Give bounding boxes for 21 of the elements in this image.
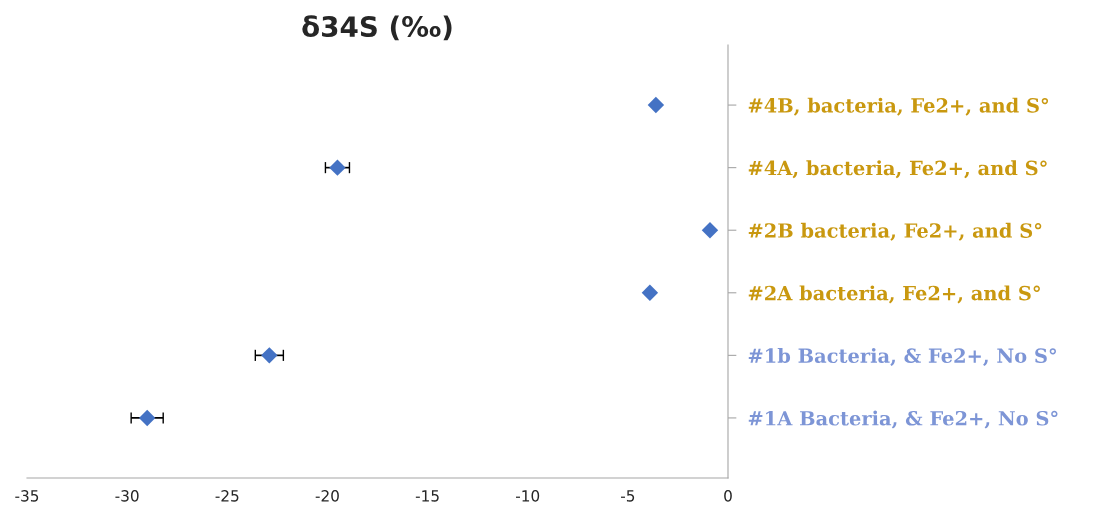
- x-tick-label: -20: [315, 490, 339, 502]
- point: [641, 284, 659, 301]
- point: [647, 96, 665, 114]
- x-tick-label: -25: [215, 490, 239, 502]
- y-tick-label: #2B bacteria, Fe2+, and S°: [748, 222, 1042, 241]
- x-tick-label: -35: [15, 490, 39, 502]
- y-tick-label: #4A, bacteria, Fe2+, and S°: [748, 160, 1047, 179]
- point: [138, 409, 156, 427]
- chart-title: δ34S (‰): [302, 15, 452, 41]
- y-tick-label: #4B, bacteria, Fe2+, and S°: [748, 97, 1049, 116]
- point: [261, 347, 278, 364]
- y-tick-label: #2A bacteria, Fe2+, and S°: [748, 285, 1040, 304]
- y-tick-label: #1A Bacteria, & Fe2+, No S°: [748, 410, 1058, 429]
- x-tick-label: -5: [620, 490, 635, 502]
- x-tick-label: -30: [115, 490, 139, 502]
- x-tick-label: 0: [724, 490, 732, 502]
- point: [701, 222, 719, 239]
- point: [329, 159, 346, 176]
- y-tick-label: #1b Bacteria, & Fe2+, No S°: [748, 347, 1056, 366]
- x-tick-label: -10: [515, 490, 540, 502]
- x-tick-label: -15: [415, 490, 439, 502]
